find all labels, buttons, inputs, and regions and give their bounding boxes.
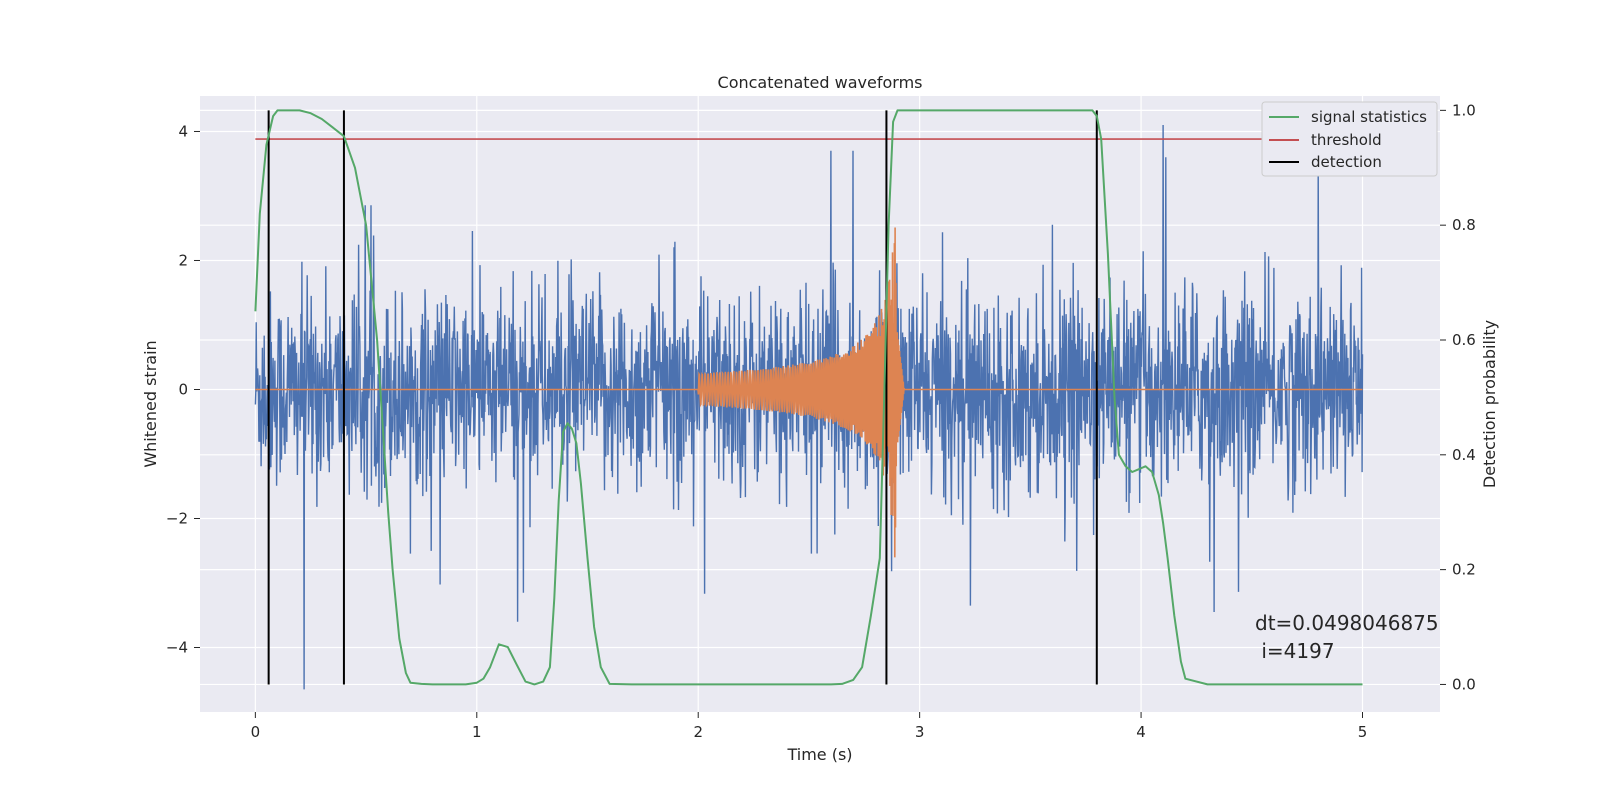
signal-statistics-line	[254, 109, 1363, 686]
x-tick-label: 5	[1358, 723, 1368, 741]
legend-label-signal-statistics: signal statistics	[1311, 108, 1427, 126]
legend: signal statistics threshold detection	[1261, 101, 1438, 177]
y-tick-label: 0	[178, 380, 188, 398]
x-tick-label: 2	[693, 723, 703, 741]
annotation-i: i=4197	[1255, 639, 1335, 663]
chart-title: Concatenated waveforms	[718, 73, 923, 92]
y-tick-label: −4	[166, 638, 188, 656]
axes: 0 1 2 3 4 5 −4 −2 0 2 4 0.0 0.2 0.4 0.6 0.8 1.0	[166, 101, 1476, 741]
x-tick-label: 4	[1136, 723, 1146, 741]
chirp-line	[255, 227, 1363, 558]
plot-area	[254, 109, 1364, 690]
y-right-tick-label: 0.6	[1452, 331, 1476, 349]
legend-box	[1261, 101, 1438, 177]
legend-label-detection: detection	[1311, 153, 1382, 171]
y-right-tick-label: 0.4	[1452, 446, 1476, 464]
y-axis-label-right: Detection probability	[1480, 320, 1499, 488]
y-right-tick-label: 0.2	[1452, 561, 1476, 579]
y-tick-label: 2	[178, 251, 188, 269]
legend-label-threshold: threshold	[1311, 131, 1382, 149]
y-right-tick-label: 1.0	[1452, 101, 1476, 119]
y-tick-label: 4	[178, 122, 188, 140]
y-right-tick-label: 0.0	[1452, 675, 1476, 693]
y-tick-label: −2	[166, 509, 188, 527]
y-axis-label: Whitened strain	[141, 340, 160, 467]
x-tick-label: 1	[472, 723, 482, 741]
x-tick-label: 0	[251, 723, 261, 741]
y-right-tick-label: 0.8	[1452, 216, 1476, 234]
x-tick-label: 3	[915, 723, 925, 741]
x-axis-label: Time (s)	[786, 745, 852, 764]
annotation-dt: dt=0.0498046875	[1255, 611, 1439, 635]
